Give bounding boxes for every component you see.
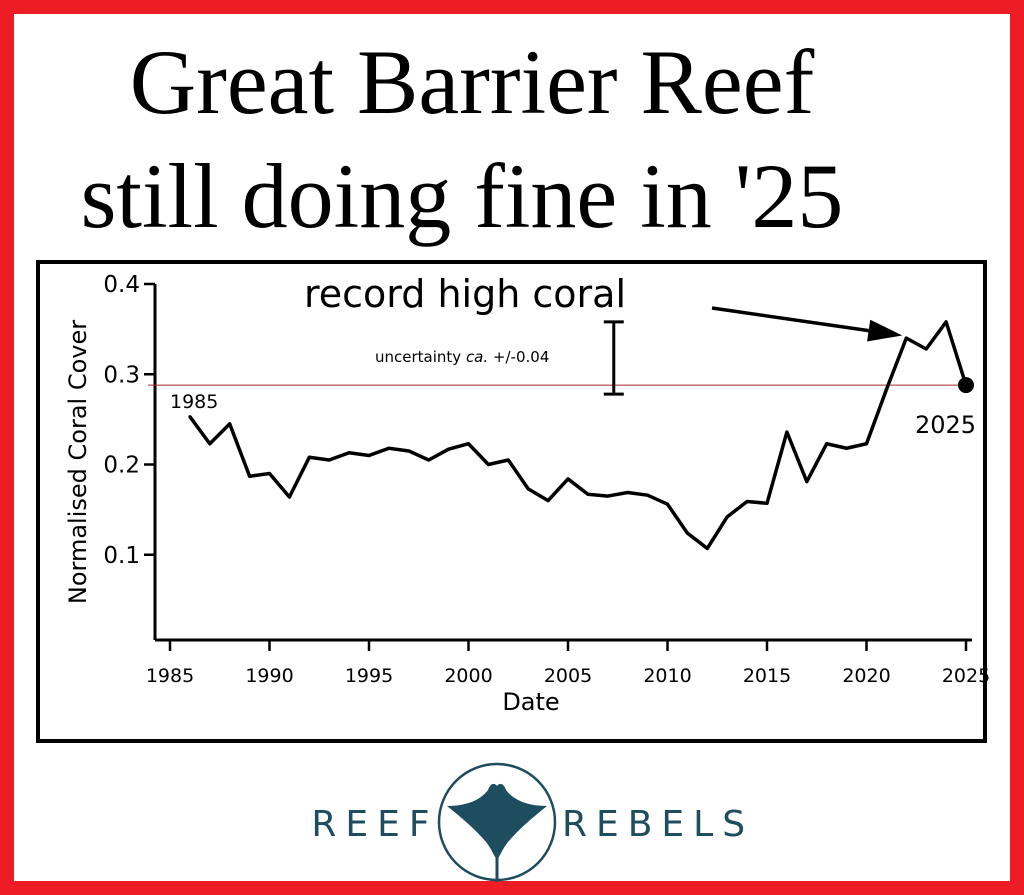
- data-point-2004: [546, 499, 550, 503]
- uncertainty-ca: ca.: [466, 348, 488, 366]
- data-point-2003: [526, 487, 530, 491]
- data-point-1996: [387, 446, 391, 450]
- data-point-2021: [884, 388, 888, 392]
- data-point-2016: [785, 430, 789, 434]
- data-point-1987: [208, 442, 212, 446]
- headline-line-2: still doing fine in '25: [80, 145, 844, 247]
- uncertainty-label: uncertainty ca. +/-0.04: [375, 348, 549, 366]
- endpoint-marker: [958, 377, 974, 394]
- x-tick-label-2025: 2025: [942, 665, 990, 687]
- y-tick-label-0.3: 0.3: [103, 362, 140, 388]
- data-point-2008: [626, 490, 630, 494]
- y-tick-label-0.1: 0.1: [103, 543, 140, 569]
- uncertainty-bar: [603, 320, 624, 396]
- data-points: [188, 320, 968, 550]
- data-point-2010: [666, 502, 669, 506]
- data-point-1991: [287, 495, 291, 499]
- data-point-2012: [705, 546, 709, 550]
- chart-axes: [153, 284, 972, 642]
- data-point-2005: [566, 477, 570, 481]
- data-point-2007: [606, 494, 610, 498]
- chart-frame: [36, 260, 987, 743]
- data-point-2009: [646, 493, 650, 497]
- data-point-2002: [506, 458, 510, 462]
- axis-ticks: [144, 282, 968, 651]
- x-axis-label: Date: [502, 688, 559, 716]
- logo-word-rebels: REBELS: [562, 804, 754, 845]
- manta-ray-icon: [437, 762, 557, 882]
- data-point-2006: [586, 492, 590, 496]
- data-point-1995: [367, 453, 371, 457]
- headline-line-1: Great Barrier Reef: [129, 31, 815, 133]
- data-point-2023: [924, 347, 928, 351]
- data-point-2015: [765, 501, 769, 505]
- start-year-label: 1985: [170, 391, 218, 413]
- data-point-1986: [188, 415, 192, 419]
- data-point-1999: [447, 447, 451, 451]
- uncertainty-prefix: uncertainty: [375, 348, 466, 366]
- record-high-arrow: [711, 306, 903, 342]
- coral-cover-series-line: [188, 320, 968, 551]
- data-point-2011: [685, 531, 689, 535]
- data-point-2000: [467, 442, 470, 446]
- data-point-2020: [865, 442, 868, 446]
- y-tick-label-0.2: 0.2: [103, 453, 140, 479]
- data-point-1988: [228, 422, 232, 426]
- logo-word-reef: REEF: [311, 804, 438, 845]
- data-point-2001: [486, 463, 490, 466]
- x-tick-label-2020: 2020: [842, 665, 890, 687]
- record-high-label: record high coral: [304, 272, 626, 316]
- data-point-1993: [327, 458, 331, 462]
- x-tick-label-1995: 1995: [345, 665, 393, 687]
- data-point-2018: [825, 442, 829, 446]
- y-tick-label-0.4: 0.4: [103, 272, 140, 298]
- data-point-1992: [307, 455, 311, 459]
- record-arrow-head: [867, 319, 903, 342]
- uncertainty-suffix: +/-0.04: [488, 348, 549, 366]
- x-tick-label-1990: 1990: [245, 665, 293, 687]
- x-tick-label-2000: 2000: [444, 665, 492, 687]
- data-point-2017: [805, 480, 809, 484]
- data-point-1994: [347, 451, 351, 455]
- data-point-2024: [944, 320, 948, 324]
- x-tick-label-2010: 2010: [643, 665, 691, 687]
- data-point-1989: [248, 474, 252, 478]
- data-point-1998: [427, 458, 431, 462]
- data-point-2022: [904, 336, 908, 340]
- data-point-1990: [268, 472, 271, 476]
- y-axis-label: Normalised Coral Cover: [64, 320, 92, 604]
- x-tick-label-1985: 1985: [146, 665, 194, 687]
- end-year-label: 2025: [915, 411, 976, 439]
- x-tick-label-2005: 2005: [544, 665, 592, 687]
- axis-tick-labels: 1985 1990 1995 2000 2005 2010 2015 2020 2025 0.1 0…: [103, 272, 990, 687]
- data-point-1997: [407, 449, 411, 453]
- data-point-2013: [725, 515, 729, 519]
- data-point-2019: [845, 446, 849, 450]
- record-arrow-shaft: [711, 306, 869, 333]
- data-point-2014: [745, 500, 749, 504]
- x-tick-label-2015: 2015: [743, 665, 791, 687]
